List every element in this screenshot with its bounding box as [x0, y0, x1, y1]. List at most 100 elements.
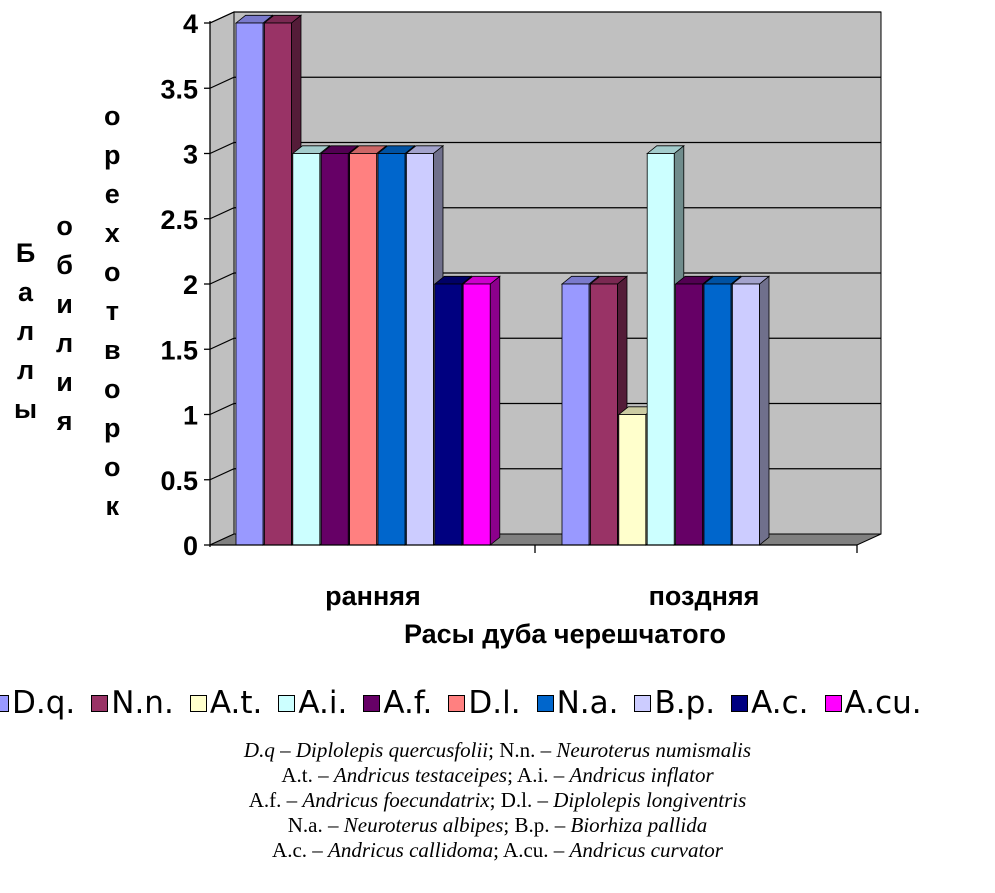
note-separator: ; [503, 813, 515, 837]
y-axis-label-letter: о [104, 101, 121, 131]
note-species-name: Neuroterus albipes [343, 813, 504, 837]
y-axis-label-letter: х [104, 218, 120, 248]
bar-front [646, 153, 675, 546]
x-category-label: поздняя [649, 581, 760, 611]
bar-front [703, 283, 732, 546]
bar-front [590, 283, 618, 546]
bars [234, 14, 771, 546]
note-species-name: Andricus callidoma [328, 838, 494, 862]
y-axis-label-letter: в [104, 335, 121, 365]
bar-front [320, 153, 349, 546]
note-species-name: Biorhiza pallida [570, 813, 708, 837]
y-axis-label-letter: Б [15, 238, 36, 268]
legend-item: D.q. [0, 685, 75, 721]
bar-front [462, 283, 491, 546]
note-abbreviation: A.t. – [281, 763, 334, 787]
y-axis-label-letter: и [56, 367, 73, 397]
legend-swatch [278, 694, 296, 712]
note-abbreviation: N.n. – [499, 738, 557, 762]
legend-label: A.t. [209, 685, 263, 721]
bar [462, 275, 501, 546]
legend-swatch [634, 694, 652, 712]
gridline [209, 141, 881, 155]
bar-front [292, 153, 321, 546]
legend-item: A.t. [189, 685, 263, 721]
note-species-name: Andricus testaceipes [333, 763, 508, 787]
y-axis-label-letter: р [104, 140, 121, 170]
note-species-name: Neuroterus numismalis [556, 738, 752, 762]
bar-front [349, 153, 378, 546]
legend-item: A.i. [278, 685, 347, 721]
legend-swatch [536, 694, 554, 712]
note-line: A.f. – Andricus foecundatrix; D.l. – Dip… [0, 788, 995, 813]
bar-front [377, 153, 406, 546]
bar-front [405, 153, 434, 546]
note-line: A.t. – Andricus testaceipes; A.i. – Andr… [0, 763, 995, 788]
y-tick-label: 0 [183, 531, 198, 561]
note-separator: ; [488, 738, 500, 762]
legend-label: D.l. [468, 685, 521, 721]
note-separator: ; [507, 763, 518, 787]
bar-side [489, 275, 501, 546]
y-axis-label-letter: л [56, 328, 74, 358]
y-axis-label-letter: а [18, 277, 34, 307]
bar-side [759, 275, 770, 546]
bar [731, 275, 771, 546]
legend: D.q. N.n. A.t. A.i. A.f. D.l. N.a. B.p. A.c. A.cu… [0, 683, 995, 723]
y-axis-label-letter: и [56, 289, 73, 319]
note-species-name: Andricus curvator [569, 838, 723, 862]
note-line: D.q – Diplolepis quercusfolii; N.n. – Ne… [0, 738, 995, 763]
y-axis-label-letter: ы [14, 394, 38, 424]
x-category-label: ранняя [325, 581, 421, 611]
legend-label: A.f. [383, 685, 433, 721]
bar-chart: 0 0.5 1 1.5 2 2.5 3 3.5 4 ранняя поздняя Расы дуба … [160, 9, 882, 649]
note-separator: ; [493, 838, 504, 862]
gridline [209, 76, 881, 89]
bar-front [235, 22, 264, 546]
note-abbreviation: A.c. – [272, 838, 329, 862]
legend-swatch [448, 694, 466, 712]
y-tick-label: 1.5 [160, 335, 198, 365]
legend-label: D.q. [12, 685, 76, 721]
legend-label: N.n. [111, 685, 174, 721]
legend-swatch [0, 694, 9, 712]
y-tick-label: 3.5 [160, 74, 198, 104]
note-abbreviation: A.cu. – [503, 838, 570, 862]
bar-front [263, 22, 292, 546]
bar-front [561, 283, 590, 546]
legend-swatch [363, 694, 381, 712]
x-axis-title: Расы дуба черешчатого [404, 619, 726, 649]
y-axis-label-letter: о [104, 452, 121, 482]
note-line: N.a. – Neuroterus albipes; B.p. – Biorhi… [0, 813, 995, 838]
note-abbreviation: A.i. – [517, 763, 570, 787]
y-tick-label: 2.5 [160, 205, 198, 235]
y-axis-label-letter: к [105, 491, 120, 521]
bar-front [618, 414, 647, 546]
y-axis-label-letter: я [56, 406, 73, 436]
legend-swatch [824, 694, 842, 712]
legend-item: A.cu. [824, 685, 922, 721]
y-tick-label: 3 [183, 140, 198, 170]
legend-label: B.p. [654, 685, 716, 721]
legend-label: N.a. [556, 685, 619, 721]
y-axis-label-letter: е [104, 179, 120, 209]
y-axis-label-letter: о [56, 211, 73, 241]
gridline [209, 11, 881, 24]
y-tick-label: 0.5 [160, 466, 198, 496]
y-axis-label-letter: л [16, 316, 35, 346]
y-axis-label-letter: р [104, 413, 121, 443]
note-line: A.c. – Andricus callidoma; A.cu. – Andri… [0, 838, 995, 863]
legend-swatch [91, 694, 109, 712]
note-abbreviation: D.l. – [500, 788, 554, 812]
legend-item: B.p. [634, 685, 715, 721]
note-species-name: Andricus foecundatrix [302, 788, 490, 812]
y-axis-label-letter: о [104, 257, 121, 287]
y-axis-label-letter: л [16, 355, 35, 385]
y-axis-label-letter: т [105, 296, 119, 326]
legend-item: A.c. [731, 685, 809, 721]
legend-label: A.i. [298, 685, 348, 721]
bar-front [732, 283, 760, 546]
species-abbreviation-notes: D.q – Diplolepis quercusfolii; N.n. – Ne… [0, 738, 995, 863]
